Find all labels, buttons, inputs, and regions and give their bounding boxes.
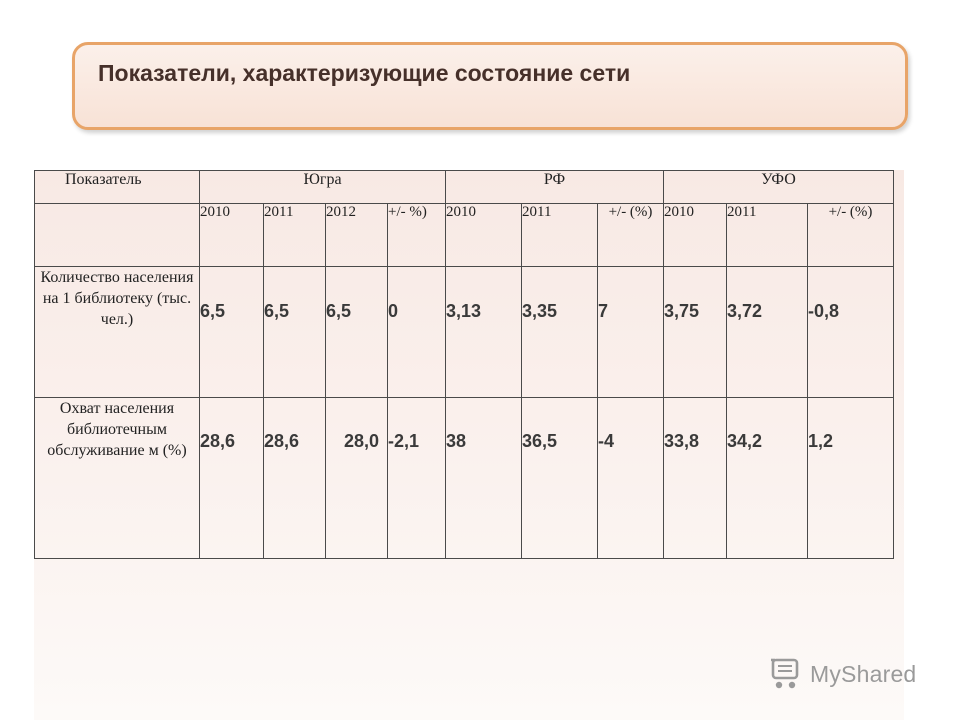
- table-cell: 7: [597, 266, 664, 398]
- years-row: 2010 2011 2012 +/- %) 2010 2011 +/- (%) …: [34, 203, 894, 267]
- table-cell: 6,5: [325, 266, 388, 398]
- title-box: [72, 42, 908, 130]
- table-cell: 36,5: [521, 397, 598, 559]
- row-label-population-per-library: Количество населения на 1 библиотеку (ты…: [34, 266, 200, 398]
- table-row: Количество населения на 1 библиотеку (ты…: [34, 266, 894, 398]
- ugra-year-2011: 2011: [263, 203, 326, 267]
- ufo-year-2010: 2010: [663, 203, 727, 267]
- header-ugra: Югра: [199, 170, 446, 204]
- table-cell: 3,75: [663, 266, 727, 398]
- header-ufo: УФО: [663, 170, 894, 204]
- table-cell: 28,6: [263, 397, 326, 559]
- table-cell: 3,35: [521, 266, 598, 398]
- page-title: Показатели, характеризующие состояние се…: [98, 60, 631, 86]
- table-cell: 6,5: [199, 266, 264, 398]
- watermark-logo: MyShared: [770, 656, 916, 692]
- table-cell: -2,1: [387, 397, 446, 559]
- table-cell: 3,72: [726, 266, 808, 398]
- ugra-year-2010: 2010: [199, 203, 264, 267]
- rf-year-2010: 2010: [445, 203, 522, 267]
- years-row-blank: [34, 203, 200, 267]
- rf-year-2011: 2011: [521, 203, 598, 267]
- header-rf: РФ: [445, 170, 664, 204]
- table-cell: 28,6: [199, 397, 264, 559]
- table-cell: 3,13: [445, 266, 522, 398]
- table-cell: 28,0: [325, 397, 388, 559]
- table-cell: 33,8: [663, 397, 727, 559]
- row-label-coverage: Охват населения библиотечным обслуживани…: [34, 397, 200, 559]
- table-cell: 0: [387, 266, 446, 398]
- table-cell: 34,2: [726, 397, 808, 559]
- ufo-year-2011: 2011: [726, 203, 808, 267]
- table-row: Охват населения библиотечным обслуживани…: [34, 397, 894, 559]
- ugra-year-2012: 2012: [325, 203, 388, 267]
- header-row: Показатель Югра РФ УФО: [34, 170, 894, 204]
- indicators-table: Показатель Югра РФ УФО 2010 2011 2012 +/…: [34, 170, 894, 559]
- watermark-text: MyShared: [810, 660, 917, 687]
- ugra-change-percent: +/- %): [387, 203, 446, 267]
- ufo-change-percent: +/- (%): [807, 203, 894, 267]
- rf-change-percent: +/- (%): [597, 203, 664, 267]
- table-cell: 38: [445, 397, 522, 559]
- table-cell: 1,2: [807, 397, 894, 559]
- table-cell: -4: [597, 397, 664, 559]
- mouse-cart-icon: [771, 658, 799, 689]
- header-indicator: Показатель: [34, 170, 200, 204]
- table-cell: -0,8: [807, 266, 894, 398]
- table-cell: 6,5: [263, 266, 326, 398]
